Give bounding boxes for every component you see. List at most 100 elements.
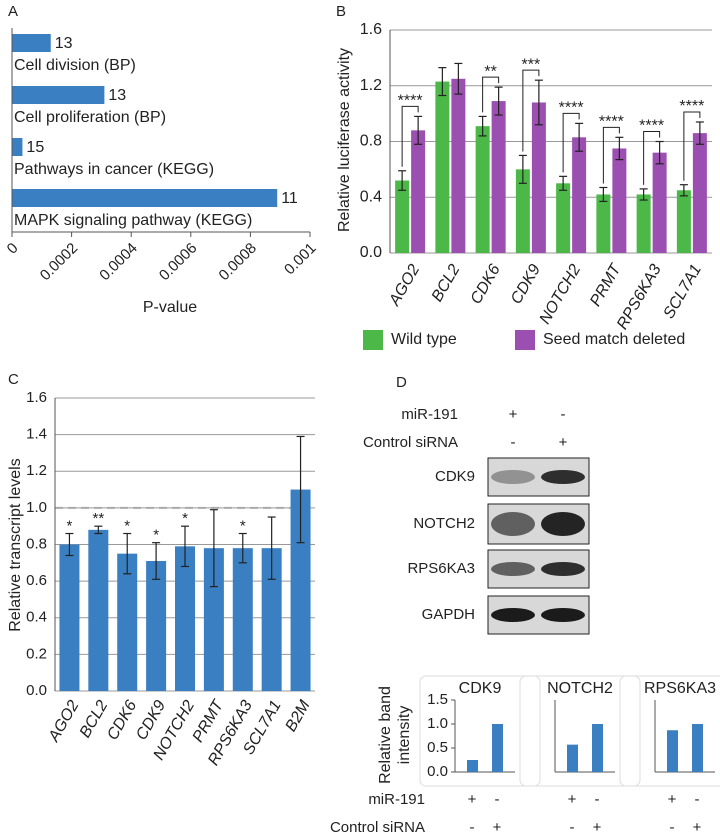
condition-name: Control siRNA <box>330 819 425 836</box>
bar <box>12 86 105 104</box>
y-tick-label: 0.0 <box>427 763 448 780</box>
bar <box>596 194 611 253</box>
blot-band <box>541 470 585 484</box>
y-tick-label: 0.4 <box>360 188 382 205</box>
bar <box>676 190 691 253</box>
bar <box>411 130 426 253</box>
category-label: Cell division (BP) <box>14 57 136 74</box>
blot-band <box>491 470 535 484</box>
condition-sign: - <box>695 791 700 808</box>
condition-sign: - <box>511 434 516 451</box>
x-tick-label: AGO2 <box>45 698 83 746</box>
condition-sign: + <box>559 434 568 451</box>
y-tick-label: 0.8 <box>360 133 382 150</box>
condition-name: miR-191 <box>401 406 458 423</box>
blot-row-label: CDK9 <box>435 468 475 485</box>
bar <box>592 724 603 772</box>
y-tick-label: 0.8 <box>26 535 47 552</box>
bar <box>515 169 530 253</box>
significance-label: ** <box>92 510 104 527</box>
y-tick-label: 0.0 <box>360 244 382 261</box>
significance-label: *** <box>522 56 541 73</box>
count-label: 11 <box>281 190 298 207</box>
x-tick-label: SCL7A1 <box>660 262 705 322</box>
condition-sign: + <box>568 791 577 808</box>
significance-label: * <box>240 517 246 534</box>
y-tick-label: 1.0 <box>26 499 47 516</box>
y-tick-label: 0.4 <box>26 609 47 626</box>
blot-band <box>541 608 585 622</box>
blot-row-label: NOTCH2 <box>413 515 475 532</box>
x-tick-label: 0.0006 <box>156 240 200 284</box>
bar <box>451 78 466 253</box>
significance-bracket <box>522 69 540 152</box>
condition-sign: - <box>470 819 475 836</box>
x-tick-label: 0.001 <box>281 240 320 279</box>
significance-bracket <box>602 126 620 184</box>
bar <box>395 180 410 253</box>
condition-name: miR-191 <box>368 791 425 808</box>
bar <box>12 34 51 52</box>
blot-band <box>491 512 535 536</box>
y-axis-label: Relative band intensity <box>377 686 413 784</box>
bar <box>491 101 506 253</box>
condition-sign: + <box>493 819 502 836</box>
condition-sign: - <box>595 791 600 808</box>
x-tick-label: NOTCH2 <box>537 262 585 328</box>
bar <box>531 102 546 253</box>
count-label: 15 <box>26 139 44 156</box>
y-tick-label: 1.2 <box>26 462 47 479</box>
significance-label: ** <box>484 63 496 80</box>
panel-label: D <box>396 374 407 391</box>
x-axis-label: P-value <box>143 299 197 316</box>
x-tick-label: BCL2 <box>429 262 464 305</box>
y-tick-label: 1.0 <box>427 715 448 732</box>
y-tick-label: 1.6 <box>26 389 47 406</box>
chart-frame <box>619 675 720 787</box>
y-tick-label: 1.6 <box>360 21 382 38</box>
panel-label: B <box>336 3 346 20</box>
significance-label: * <box>67 517 73 534</box>
bar <box>290 489 311 691</box>
count-label: 13 <box>108 87 126 104</box>
y-axis-label: Relative transcript levels <box>7 458 24 631</box>
bar <box>117 553 138 691</box>
legend-swatch <box>363 330 383 350</box>
bar <box>475 126 490 253</box>
bar <box>567 744 578 772</box>
blot-row-label: RPS6KA3 <box>407 560 475 577</box>
significance-label: **** <box>599 114 624 131</box>
significance-bracket <box>482 76 500 113</box>
significance-label: * <box>153 527 159 544</box>
x-tick-label: 0.0008 <box>216 240 260 284</box>
bar <box>572 137 587 253</box>
blot-band <box>541 562 585 576</box>
bar <box>692 133 707 253</box>
significance-label: **** <box>398 93 423 110</box>
bar <box>261 548 282 691</box>
chart-frame <box>419 675 541 787</box>
condition-sign: - <box>670 819 675 836</box>
bar <box>467 760 478 772</box>
condition-sign: + <box>668 791 677 808</box>
y-tick-label: 1.4 <box>26 426 47 443</box>
x-tick-label: PRMT <box>587 261 625 310</box>
legend-label: Wild type <box>391 331 457 348</box>
y-tick-label: 0.2 <box>26 645 47 662</box>
condition-sign: - <box>570 819 575 836</box>
bar <box>636 194 651 253</box>
significance-bracket <box>683 111 701 181</box>
category-label: MAPK signaling pathway (KEGG) <box>14 212 252 229</box>
condition-sign: - <box>495 791 500 808</box>
bar <box>175 546 195 691</box>
significance-bracket <box>562 112 580 173</box>
category-label: Pathways in cancer (KEGG) <box>14 161 214 178</box>
y-tick-label: 0.0 <box>26 682 47 699</box>
significance-label: * <box>182 510 188 527</box>
panel-label: C <box>8 371 19 388</box>
category-label: Cell proliferation (BP) <box>14 109 166 126</box>
bar <box>12 138 23 156</box>
legend-label: Seed match deleted <box>543 331 685 348</box>
condition-sign: + <box>468 791 477 808</box>
